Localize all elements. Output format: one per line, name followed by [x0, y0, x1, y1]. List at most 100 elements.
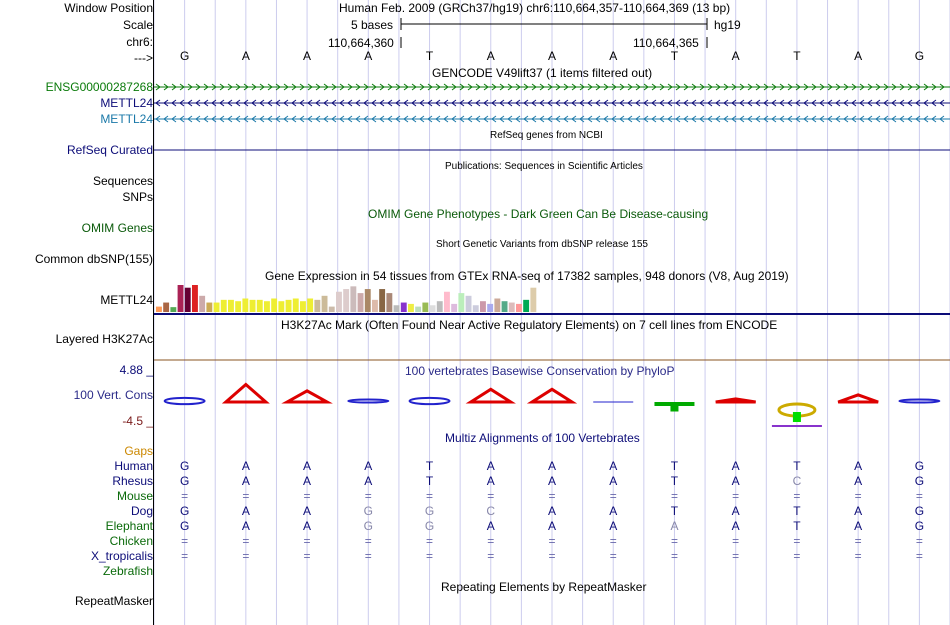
gene-chevron [299, 83, 305, 91]
alignment-base: A [303, 459, 312, 473]
alignment-base: A [486, 459, 495, 473]
gene-chevron [723, 99, 729, 107]
species-label[interactable]: X_tropicalis [90, 549, 153, 563]
omim-title[interactable]: OMIM Gene Phenotypes - Dark Green Can Be… [368, 207, 709, 221]
publications-title[interactable]: Publications: Sequences in Scientific Ar… [445, 161, 643, 172]
gene-chevron [507, 115, 513, 123]
gene-chevron [827, 99, 833, 107]
track-label-ensg[interactable]: ENSG00000287268 [45, 80, 153, 94]
gene-chevron [619, 115, 625, 123]
gene-chevron [627, 83, 633, 91]
gene-chevron [915, 115, 921, 123]
gene-chevron [707, 83, 713, 91]
reference-base: G [914, 49, 925, 63]
dbsnp-title[interactable]: Short Genetic Variants from dbSNP releas… [436, 239, 648, 250]
gene-chevron [491, 99, 497, 107]
gene-chevron [515, 99, 521, 107]
gtex-bar [379, 289, 386, 312]
gene-chevron [555, 115, 561, 123]
chr-label: chr6: [126, 35, 153, 49]
species-label[interactable]: Rhesus [112, 474, 153, 488]
alignment-base: = [793, 549, 801, 563]
gtex-bar [242, 298, 249, 312]
cons-letter-a [465, 387, 516, 404]
gene-chevron [211, 83, 217, 91]
gtex-bar [436, 301, 443, 312]
species-label[interactable]: Dog [130, 504, 153, 518]
alignment-base: A [547, 504, 556, 518]
gtex-track-label[interactable]: METTL24 [100, 293, 153, 307]
alignment-base: = [364, 549, 372, 563]
alignment-base: = [242, 549, 250, 563]
sequences-track-label[interactable]: Sequences [92, 174, 153, 188]
gene-chevron [307, 83, 313, 91]
gene-chevron [675, 115, 681, 123]
gaps-label[interactable]: Gaps [124, 444, 153, 458]
gene-chevron [227, 99, 233, 107]
h3k27ac-track-label[interactable]: Layered H3K27Ac [55, 332, 153, 346]
reference-base: T [793, 49, 801, 63]
gene-chevron [187, 115, 193, 123]
gene-chevron [291, 115, 297, 123]
reference-base: A [486, 49, 495, 63]
gene-chevron [155, 115, 161, 123]
gencode-title[interactable]: GENCODE V49lift37 (1 items filtered out) [432, 66, 653, 80]
gtex-bar [530, 287, 537, 312]
alignment-base: = [670, 489, 678, 503]
snps-track-label[interactable]: SNPs [122, 190, 153, 204]
gene-chevron [875, 115, 881, 123]
gtex-bar [444, 291, 450, 312]
gene-chevron [355, 115, 361, 123]
alignment-base: A [609, 519, 618, 533]
gene-chevron [371, 83, 377, 91]
gene-chevron [267, 115, 273, 123]
gtex-bar [156, 306, 162, 312]
gtex-bar [271, 298, 278, 312]
cons-letter-a [715, 397, 756, 404]
alignment-base: A [854, 459, 863, 473]
species-label[interactable]: Mouse [116, 489, 153, 503]
gene-chevron [755, 99, 761, 107]
gtex-bar [465, 295, 472, 312]
h3k27ac-title[interactable]: H3K27Ac Mark (Often Found Near Active Re… [281, 318, 778, 332]
track-label-mettl24[interactable]: METTL24 [100, 96, 153, 110]
gene-chevron [475, 99, 481, 107]
track-label-mettl24-alt[interactable]: METTL24 [100, 112, 153, 126]
cons-title[interactable]: 100 vertebrates Basewise Conservation by… [405, 364, 675, 378]
gene-chevron [243, 115, 249, 123]
gene-chevron [467, 115, 473, 123]
omim-track-label[interactable]: OMIM Genes [81, 221, 153, 235]
gtex-bar [235, 301, 242, 312]
gene-chevron [491, 115, 497, 123]
species-label[interactable]: Chicken [109, 534, 153, 548]
gtex-bar [393, 305, 400, 312]
repeatmasker-track-label[interactable]: RepeatMasker [74, 594, 153, 608]
gene-chevron [891, 99, 897, 107]
gene-chevron [739, 83, 745, 91]
alignment-base: A [303, 504, 312, 518]
cons-track-label[interactable]: 100 Vert. Cons [73, 388, 153, 402]
species-label[interactable]: Zebrafish [102, 564, 153, 578]
gtex-bar [336, 291, 342, 312]
species-label[interactable]: Elephant [105, 519, 153, 533]
gene-chevron [547, 83, 553, 91]
scale-text: 5 bases [351, 18, 394, 32]
gene-chevron [459, 83, 465, 91]
multiz-title[interactable]: Multiz Alignments of 100 Vertebrates [445, 431, 640, 445]
gene-chevron [363, 115, 369, 123]
gene-chevron [923, 115, 929, 123]
alignment-base: C [792, 474, 802, 488]
refseq-title[interactable]: RefSeq genes from NCBI [490, 130, 603, 141]
alignment-base: = [854, 489, 862, 503]
gene-chevron [899, 99, 905, 107]
species-label[interactable]: Human [114, 459, 153, 473]
refseq-track-label[interactable]: RefSeq Curated [66, 143, 153, 157]
alignment-base: G [179, 474, 190, 488]
gtex-title[interactable]: Gene Expression in 54 tissues from GTEx … [265, 269, 789, 283]
dbsnp-track-label[interactable]: Common dbSNP(155) [34, 252, 153, 266]
alignment-base: = [181, 534, 189, 548]
gene-chevron [763, 115, 769, 123]
repeatmasker-title[interactable]: Repeating Elements by RepeatMasker [441, 580, 647, 594]
gene-chevron [283, 83, 289, 91]
